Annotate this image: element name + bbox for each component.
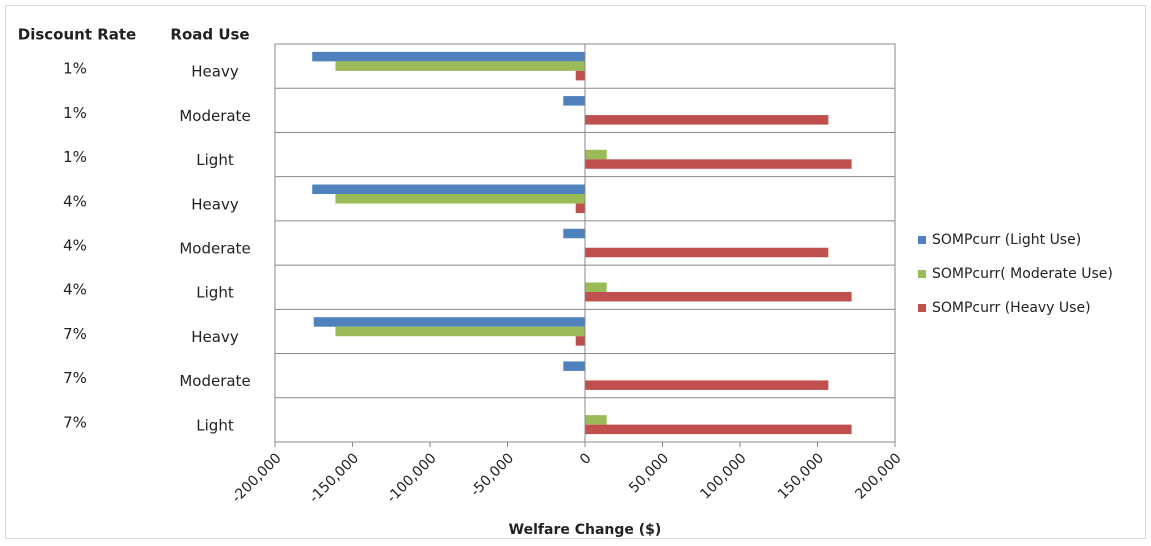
category-label: Moderate: [179, 107, 250, 125]
bar: [575, 336, 585, 346]
legend-swatch: [918, 270, 926, 278]
category-label: 4%: [63, 281, 87, 299]
bar: [585, 380, 829, 390]
category-label: Heavy: [191, 63, 239, 81]
category-label: Light: [196, 284, 234, 302]
bar: [335, 61, 585, 71]
bar: [585, 159, 852, 169]
category-label: 7%: [63, 369, 87, 387]
bar: [585, 291, 852, 302]
bar: [312, 184, 585, 195]
category-label: 1%: [63, 60, 87, 78]
bar: [585, 424, 852, 435]
bar: [335, 326, 585, 337]
bar: [585, 415, 607, 425]
bar: [313, 317, 585, 327]
category-label: 1%: [63, 148, 87, 166]
category-label: Light: [196, 151, 234, 169]
bar: [312, 51, 585, 62]
bar: [563, 361, 585, 371]
x-axis-title: Welfare Change ($): [509, 522, 662, 538]
bar: [575, 203, 585, 214]
category-label: 7%: [63, 325, 87, 343]
bar: [585, 247, 829, 258]
bar: [575, 70, 585, 81]
category-label: Heavy: [191, 195, 239, 213]
category-label: 4%: [63, 192, 87, 210]
bar: [585, 149, 607, 160]
category-label: Heavy: [191, 328, 239, 346]
category-label: 7%: [63, 413, 87, 431]
legend-swatch: [918, 304, 926, 312]
category-label: 4%: [63, 237, 87, 255]
legend-swatch: [918, 236, 926, 244]
bar: [585, 282, 607, 292]
bar: [585, 115, 829, 125]
category-label: Moderate: [179, 372, 250, 390]
column-header: Road Use: [170, 26, 249, 44]
category-label: 1%: [63, 104, 87, 122]
category-label: Light: [196, 416, 234, 434]
column-header: Discount Rate: [18, 26, 136, 44]
bar: [563, 228, 585, 239]
bar: [563, 96, 585, 106]
legend-label: SOMPcurr (Heavy Use): [932, 300, 1091, 316]
category-label: Moderate: [179, 240, 250, 258]
bar: [335, 194, 585, 204]
legend-label: SOMPcurr (Light Use): [932, 232, 1081, 248]
legend-label: SOMPcurr( Moderate Use): [932, 266, 1113, 282]
